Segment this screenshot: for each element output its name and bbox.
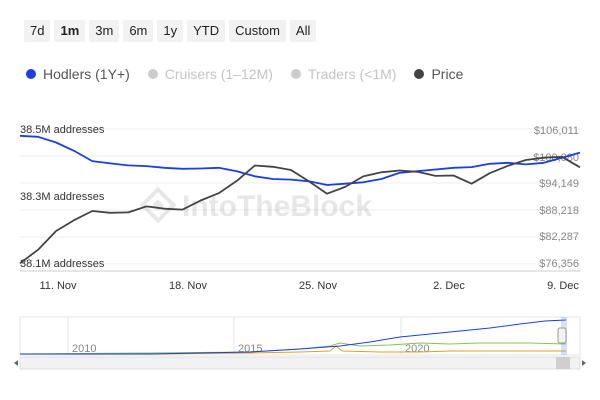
right-axis-tick: $76,356 [539, 258, 579, 270]
chart-legend: Hodlers (1Y+) Cruisers (1–12M) Traders (… [26, 66, 463, 82]
grid-lines [20, 128, 580, 265]
left-axis: 38.5M addresses 38.3M addresses 38.1M ad… [20, 124, 105, 270]
legend-item-price[interactable]: Price [414, 66, 463, 82]
legend-marker-cruisers [147, 69, 158, 79]
right-axis-tick: $94,149 [539, 178, 579, 190]
legend-item-cruisers[interactable]: Cruisers (1–12M) [147, 66, 273, 82]
right-axis-tick: $106,011 [534, 125, 579, 137]
navigator-year-label: 2020 [405, 343, 429, 355]
navigator-handle[interactable] [557, 327, 567, 344]
legend-label-hodlers: Hodlers (1Y+) [43, 66, 130, 82]
right-axis-tick: $88,218 [539, 205, 579, 217]
left-axis-tick: 38.3M addresses [20, 191, 105, 203]
range-button-all[interactable]: All [289, 20, 317, 42]
legend-item-hodlers[interactable]: Hodlers (1Y+) [26, 66, 130, 82]
series-layer [19, 134, 581, 265]
navigator-scrollbar-thumb[interactable] [556, 357, 570, 369]
navigator: 2010 2015 2020 [14, 316, 586, 370]
legend-marker-hodlers [26, 69, 36, 79]
scroll-left-arrow-icon[interactable] [14, 360, 18, 366]
range-button-1m[interactable]: 1m [54, 20, 86, 42]
legend-label-traders: Traders (<1M) [307, 66, 397, 82]
left-axis-tick: 38.1M addresses [20, 258, 105, 270]
main-chart: IntoTheBlock 38.5M addresses 38.3M addre… [19, 124, 581, 292]
watermark-text: IntoTheBlock [182, 190, 372, 223]
x-axis-tick: 9. Dec [547, 280, 579, 292]
legend-item-traders[interactable]: Traders (<1M) [290, 66, 397, 82]
range-button-custom[interactable]: Custom [229, 20, 286, 42]
legend-label-price: Price [431, 66, 464, 82]
range-button-7d[interactable]: 7d [24, 20, 51, 42]
navigator-line-traders [20, 345, 566, 355]
x-axis-tick: 2. Dec [433, 280, 465, 292]
navigator-scrollbar[interactable] [19, 356, 581, 370]
right-axis: $106,011 $100,080 $94,149 $88,218 $82,28… [533, 125, 579, 270]
scroll-right-arrow-icon[interactable] [582, 360, 586, 366]
series-line-hodlers-1y[interactable] [19, 134, 581, 186]
x-axis-tick: 18. Nov [169, 280, 207, 292]
right-axis-tick: $82,287 [539, 231, 579, 243]
range-button-3m[interactable]: 3m [89, 20, 120, 42]
series-line-price[interactable] [19, 155, 581, 265]
navigator-line-hodlers [20, 319, 567, 355]
range-button-6m[interactable]: 6m [123, 20, 154, 42]
navigator-year-label: 2010 [72, 343, 96, 355]
x-axis-tick: 25. Nov [299, 280, 337, 292]
legend-marker-price [414, 69, 425, 79]
range-selector: 7d 1m 3m 6m 1y YTD Custom All [24, 20, 317, 42]
range-button-ytd[interactable]: YTD [187, 20, 226, 42]
left-axis-tick: 38.5M addresses [20, 124, 105, 136]
legend-marker-traders [290, 69, 301, 79]
legend-label-cruisers: Cruisers (1–12M) [164, 66, 273, 82]
x-axis-tick: 11. Nov [39, 280, 77, 292]
watermark: IntoTheBlock [139, 186, 372, 224]
x-axis: 11. Nov 18. Nov 25. Nov 2. Dec 9. Dec [20, 270, 580, 292]
range-button-1y[interactable]: 1y [157, 20, 184, 42]
